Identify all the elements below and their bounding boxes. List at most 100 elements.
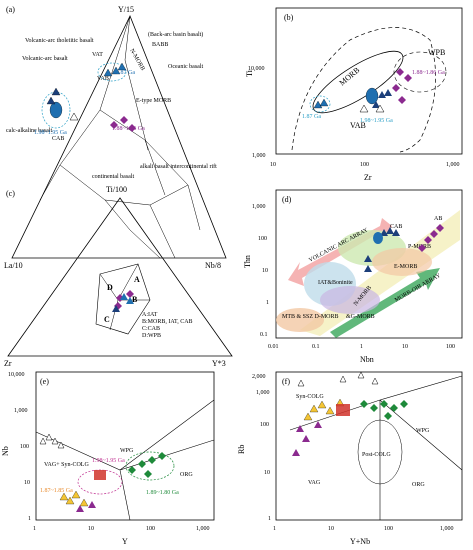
panel-a: (a) Y/15 Volcanic-arc tholeiitic basalt … [4, 5, 227, 270]
panel-d-xtick-1: 0.1 [312, 344, 320, 350]
panel-d-xtick-4: 100 [446, 344, 455, 350]
panel-a-apex-top: Y/15 [118, 5, 134, 14]
panel-e: (e) Nb Y 1 10 100 1,000 1 10 100 1,000 1… [1, 371, 215, 546]
panel-d-field-5: E-MORB [394, 264, 417, 270]
panel-b-frame [275, 7, 463, 155]
panel-d-xtick-3: 10 [402, 344, 408, 350]
panel-b-field-0: WPB [428, 48, 445, 57]
panel-f-ytick-0: 1 [268, 516, 271, 522]
panel-a-field-10: continental basalt [92, 174, 134, 180]
panel-a-field-5: N-MORB [128, 48, 145, 72]
panel-e-ytick-1: 10 [24, 480, 30, 486]
panel-d-xtick-0: 0.01 [268, 344, 279, 350]
panel-f-field-1: WPG [416, 428, 430, 434]
panel-d-ytick-3: 100 [258, 236, 267, 242]
panel-c-legend-0: A:IAT [142, 312, 158, 318]
panel-d-field-8: MTB & SSZ D-MORB [282, 314, 339, 320]
panel-c-field-1: A [134, 275, 140, 284]
panel-f-xtick-3: 1,000 [440, 526, 454, 532]
panel-a-field-2: BABB [152, 42, 168, 48]
panel-d-field-2: AB [434, 216, 442, 222]
panel-b-xtick-2: 1,000 [446, 162, 460, 168]
panel-e-age-2: 1.89~1.80 Ga [146, 490, 179, 496]
panel-e-label: (e) [40, 377, 49, 386]
panel-f-field-0: Syn-COLG [296, 394, 324, 400]
panel-e-field-2: ORG [180, 472, 193, 478]
panel-e-xtick-2: 100 [146, 526, 155, 532]
panel-f-ytick-3: 1,000 [256, 390, 270, 396]
panel-d-xtick-2: 1 [360, 344, 363, 350]
panel-e-xtick-0: 1 [33, 526, 36, 532]
panel-a-field-6: Oceanic basalt [168, 64, 203, 70]
panel-b-age-2: 1.98~1.95 Ga [360, 118, 393, 124]
panel-f-ytick-1: 10 [264, 470, 270, 476]
panel-f-xtick-2: 100 [384, 526, 393, 532]
panel-a-age-2: 1.88~1.86 Ga [112, 126, 145, 132]
panel-c-apex-right: Y*3 [212, 359, 226, 368]
panel-a-apex-left: La/10 [4, 261, 23, 270]
panel-f-xtick-1: 10 [328, 526, 334, 532]
panel-f-ytick-2: 100 [260, 422, 269, 428]
panel-c-field-3: C [104, 315, 110, 324]
panel-b-age-0: 1.88~1.86 Ga [412, 70, 445, 76]
panel-d-field-3: IAT&Boninite [318, 280, 353, 286]
panel-d-ylabel: Thn [243, 255, 252, 268]
panel-e-age-1: 1.87~1.85 Ga [40, 488, 73, 494]
panel-e-xtick-1: 10 [88, 526, 94, 532]
panel-d-ytick-2: 10 [262, 268, 268, 274]
panel-b-xtick-1: 100 [360, 162, 369, 168]
panel-b-ylabel: Ti [245, 69, 254, 77]
panel-f-label: (f) [282, 377, 290, 386]
panel-f-xlabel: Y+Nb [350, 537, 370, 546]
panel-a-age-0: 1.87 Ga [116, 70, 135, 76]
panel-a-field-11: alkali basalt intercontinental rift [140, 163, 217, 170]
panel-d-label: (d) [282, 195, 292, 204]
panel-a-field-lines [39, 15, 201, 259]
panel-c-label: (c) [6, 189, 15, 198]
panel-d-xlabel: Nbn [360, 355, 374, 364]
panel-e-xtick-3: 1,000 [196, 526, 210, 532]
panel-f-field-3: VAG [308, 480, 321, 486]
panel-e-ytick-2: 100 [20, 444, 29, 450]
panel-f-ytick-4: 2,000 [252, 374, 266, 380]
panel-f-field-4: ORG [412, 482, 425, 488]
panel-a-field-0: Volcanic-arc tholeiitic basalt [25, 38, 94, 44]
panel-b-xtick-0: 10 [270, 162, 276, 168]
panel-a-field-8: calc-alkaline basalt [6, 128, 52, 134]
panel-c-field-2: B [132, 295, 138, 304]
panel-a-field-1: (Back-arc basin basalt) [148, 31, 203, 38]
panel-e-ytick-0: 1 [28, 516, 31, 522]
panel-d: (d) Thn Nbn 0.01 0.1 1 10 100 0.1 1 10 1… [243, 189, 463, 364]
panel-d-field-1: CAB [390, 224, 402, 230]
panel-e-field-0: WPG [120, 448, 134, 454]
panel-a-field-12: VAB [97, 76, 109, 82]
panel-e-ylabel: Nb [1, 446, 10, 456]
panel-e-age-0: 1.98~1.95 Ga [92, 458, 125, 464]
panel-c-legend-1: B:MORB, IAT, CAB [142, 319, 193, 325]
panel-b-xlabel: Zr [364, 173, 372, 182]
panel-a-label: (a) [6, 5, 15, 14]
panel-b-field-2: VAB [350, 121, 366, 130]
panel-c-apex-left: Zr [4, 359, 12, 368]
panel-c: (c) Ti/100 D A B C A:IAT B:MORB, IAT, CA… [4, 185, 233, 368]
panel-b-age-1: 1.87 Ga [302, 114, 321, 120]
panel-c-apex-top: Ti/100 [106, 185, 127, 194]
panel-d-ytick-0: 0.1 [260, 332, 268, 338]
panel-e-field-1: VAG+ Syn-COLG [44, 462, 89, 468]
panel-a-apex-right: Nb/8 [205, 261, 221, 270]
panel-a-field-7: E-type MORB [136, 98, 171, 104]
panel-b: (b) Ti Zr 10 100 1,000 1,000 10,000 WPB … [245, 7, 463, 182]
panel-b-ytick-1: 10,000 [248, 66, 265, 72]
panel-d-field-9: &G-MORB [346, 314, 375, 320]
panel-a-age-1: 1.98~1.95 Ga [34, 130, 67, 136]
panel-e-ytick-4: 10,000 [8, 372, 25, 378]
panel-b-label: (b) [284, 13, 294, 22]
panel-e-xlabel: Y [122, 537, 128, 546]
panel-d-ytick-1: 1 [266, 300, 269, 306]
panel-c-field-0: D [107, 283, 113, 292]
panel-f-ylabel: Rb [237, 445, 246, 454]
panel-b-ytick-0: 1,000 [252, 153, 266, 159]
panel-f-field-2: Post-COLG [362, 452, 391, 458]
panel-f: (f) Rb Y+Nb 1 10 100 1,000 1 10 100 1,00… [237, 371, 463, 546]
